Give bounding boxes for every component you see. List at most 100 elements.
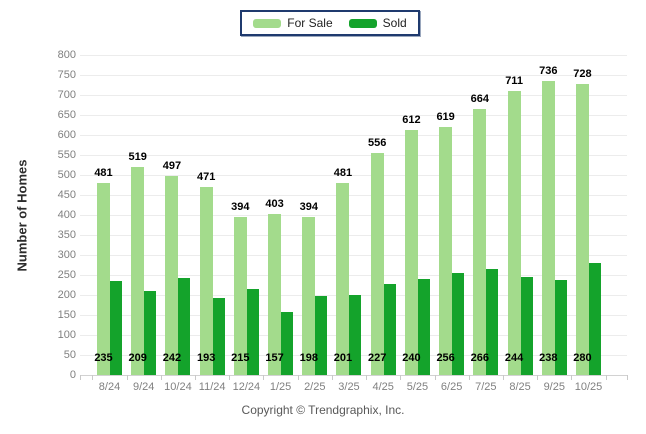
y-tick-label: 550 xyxy=(57,149,76,161)
y-tick-label: 650 xyxy=(57,109,76,121)
x-tick-label: 9/24 xyxy=(132,381,155,393)
bar-for-sale xyxy=(131,167,145,375)
x-axis-line xyxy=(80,375,627,376)
x-axis-tick xyxy=(92,375,94,380)
x-axis-tick xyxy=(434,375,436,380)
sold-value-label: 240 xyxy=(402,352,421,364)
y-tick-label: 750 xyxy=(57,69,76,81)
x-axis-tick xyxy=(627,375,628,380)
gridline xyxy=(80,115,627,116)
for-sale-value-label: 519 xyxy=(128,151,147,164)
bar-for-sale xyxy=(199,186,213,375)
for-sale-value-label: 471 xyxy=(196,170,216,183)
bar-sold xyxy=(452,272,465,375)
bar-for-sale xyxy=(541,80,555,375)
gridline xyxy=(80,255,627,256)
legend: For Sale Sold xyxy=(240,10,420,36)
x-axis-tick xyxy=(160,375,162,380)
bar-for-sale xyxy=(575,83,589,375)
bar-sold xyxy=(486,268,499,375)
bar-sold xyxy=(281,312,294,375)
x-tick-label: 8/25 xyxy=(509,381,531,393)
x-tick-label: 6/25 xyxy=(440,381,463,393)
copyright-text: Copyright © Trendgraphix, Inc. xyxy=(241,403,405,417)
y-axis-title: Number of Homes xyxy=(14,159,30,272)
legend-item-sold: Sold xyxy=(348,16,407,30)
y-tick-label: 350 xyxy=(57,229,76,241)
y-tick-label: 0 xyxy=(69,369,76,381)
bar-for-sale xyxy=(336,182,350,375)
gridline xyxy=(80,175,627,176)
y-tick-label: 100 xyxy=(57,329,76,341)
sold-value-label: 198 xyxy=(299,352,318,364)
x-axis-tick xyxy=(126,375,128,380)
x-tick-label: 10/25 xyxy=(574,381,603,393)
bar-for-sale xyxy=(97,182,110,375)
x-tick-label: 9/25 xyxy=(543,381,565,393)
bar-for-sale xyxy=(404,130,418,375)
y-tick-label: 800 xyxy=(57,49,76,61)
bar-for-sale xyxy=(370,152,384,375)
bar-sold xyxy=(144,291,157,375)
y-tick-label: 500 xyxy=(57,169,76,181)
for-sale-value-label: 497 xyxy=(162,160,182,173)
bar-sold xyxy=(212,297,225,375)
gridline xyxy=(80,135,627,136)
x-axis-tick xyxy=(537,375,539,380)
for-sale-swatch-icon xyxy=(253,18,282,28)
x-axis-tick xyxy=(80,375,81,380)
x-axis-tick xyxy=(366,375,368,380)
sold-value-label: 193 xyxy=(196,352,216,364)
x-tick-label: 7/25 xyxy=(475,381,497,393)
bar-sold xyxy=(178,278,191,375)
sold-value-label: 256 xyxy=(436,352,455,364)
bar-sold xyxy=(520,277,533,375)
for-sale-value-label: 394 xyxy=(231,201,250,214)
for-sale-value-label: 403 xyxy=(265,197,284,210)
for-sale-value-label: 736 xyxy=(539,64,558,77)
y-tick-label: 300 xyxy=(57,249,76,261)
x-axis-tick xyxy=(331,375,333,380)
x-tick-label: 10/24 xyxy=(164,381,192,393)
sold-value-label: 201 xyxy=(333,352,353,364)
legend-label-for-sale: For Sale xyxy=(287,16,333,30)
bar-sold xyxy=(554,279,567,375)
x-axis-tick xyxy=(605,375,607,380)
y-tick-label: 400 xyxy=(57,209,76,221)
bar-for-sale xyxy=(268,213,282,375)
y-tick-label: 50 xyxy=(63,349,76,361)
gridline xyxy=(80,55,627,56)
y-tick-label: 150 xyxy=(57,309,76,321)
gridline xyxy=(80,75,627,76)
gridline xyxy=(80,275,627,276)
for-sale-value-label: 728 xyxy=(573,67,592,80)
for-sale-value-label: 711 xyxy=(505,74,523,87)
x-axis-tick xyxy=(400,375,402,380)
sold-value-label: 266 xyxy=(470,352,490,364)
sold-value-label: 242 xyxy=(162,352,182,364)
y-tick-label: 700 xyxy=(57,89,76,101)
x-tick-label: 5/25 xyxy=(406,381,429,393)
for-sale-value-label: 556 xyxy=(368,136,387,149)
sold-value-label: 280 xyxy=(573,352,592,364)
x-axis-tick xyxy=(195,375,197,380)
for-sale-value-label: 481 xyxy=(333,166,353,179)
bar-sold xyxy=(110,281,122,375)
bar-for-sale xyxy=(165,176,179,375)
gridline xyxy=(80,215,627,216)
y-tick-label: 250 xyxy=(57,269,76,281)
x-tick-label: 8/24 xyxy=(98,381,121,393)
bar-sold xyxy=(315,295,328,375)
bar-sold xyxy=(417,279,430,375)
bar-sold xyxy=(588,263,601,375)
gridline xyxy=(80,195,627,196)
bar-for-sale xyxy=(439,127,453,375)
x-tick-label: 4/25 xyxy=(372,381,394,393)
x-axis-tick xyxy=(468,375,470,380)
for-sale-value-label: 664 xyxy=(470,93,490,106)
bar-sold xyxy=(246,289,259,375)
x-tick-label: 1/25 xyxy=(269,381,292,393)
for-sale-value-label: 619 xyxy=(436,111,455,124)
for-sale-value-label: 612 xyxy=(402,114,421,127)
bar-for-sale xyxy=(302,217,316,375)
